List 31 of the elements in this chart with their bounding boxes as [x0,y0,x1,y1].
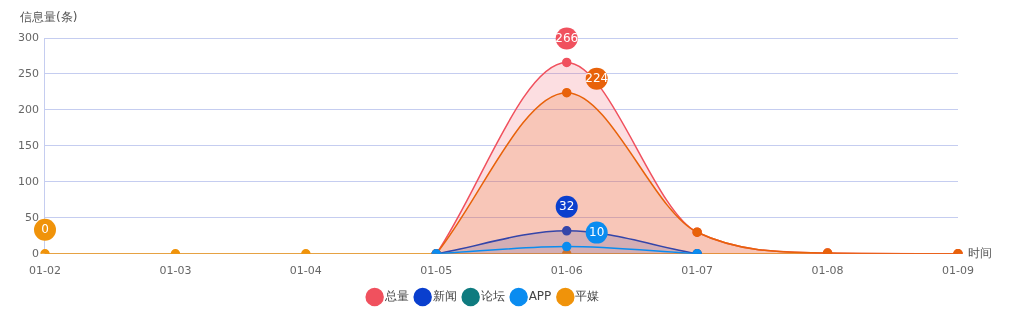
legend-label: APP [528,289,552,304]
point [561,241,572,252]
legend-label: 平媒 [575,289,600,304]
data-label: 266 [555,30,579,45]
y-tick-label: 250 [18,66,39,80]
point [561,57,572,68]
y-axis-title: 信息量(条) [20,10,78,25]
x-tick-label: 01-03 [159,264,192,278]
x-tick-label: 01-06 [550,264,583,278]
y-tick-label: 150 [18,138,39,152]
y-tick-label: 0 [32,246,39,260]
point [561,226,572,236]
data-label: 0 [41,221,49,236]
y-tick-label: 100 [18,174,39,188]
point [561,87,572,98]
data-label: 224 [585,70,609,85]
x-axis-title: 时间 [968,245,992,260]
y-tick-label: 300 [18,30,39,44]
legend-label: 新闻 [432,289,457,304]
x-tick-label: 01-09 [942,264,974,278]
x-tick-label: 01-07 [681,264,714,278]
data-label: 10 [589,224,605,239]
x-tick-label: 01-02 [29,264,61,278]
legend-label: 论坛 [480,289,505,304]
x-tick-label: 01-05 [420,264,453,278]
data-label: 32 [559,198,575,213]
legend-label: 总量 [383,289,409,304]
y-tick-label: 50 [25,210,39,224]
x-tick-label: 01-08 [811,264,844,278]
x-tick-label: 01-04 [289,264,322,278]
y-tick-label: 200 [18,102,39,116]
